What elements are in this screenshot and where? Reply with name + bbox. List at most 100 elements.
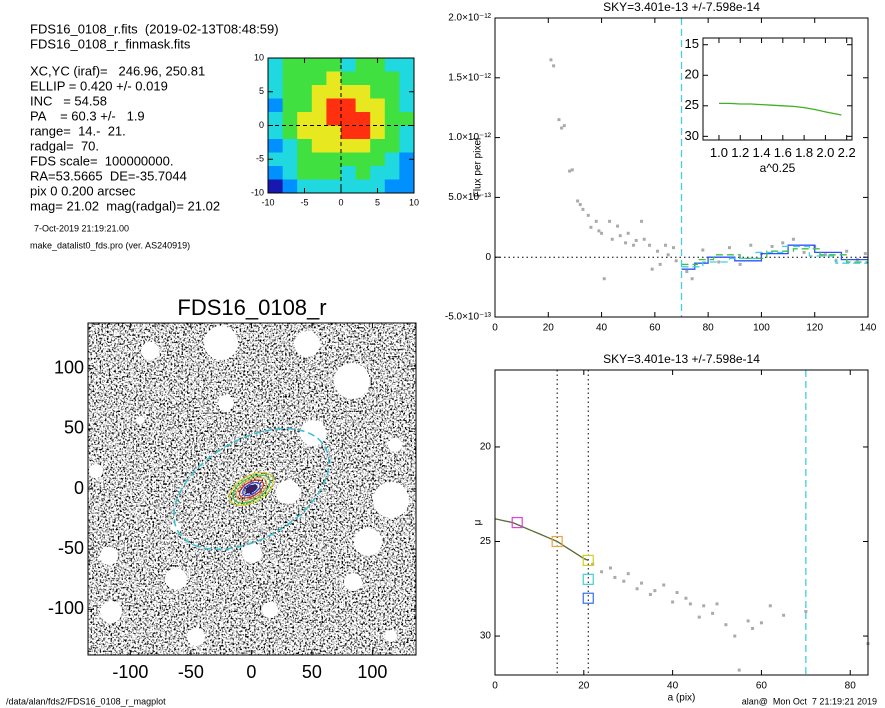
data-point	[684, 596, 688, 600]
data-point	[650, 267, 654, 271]
data-point	[768, 604, 772, 608]
panel: 0 20 40 60 80 20 25 30 SKY=3.401e-13 +/-7.598e-1…	[473, 352, 870, 704]
data-point	[737, 668, 741, 672]
heat-cell	[341, 112, 357, 126]
heat-cell	[311, 98, 327, 113]
heat-cell	[326, 139, 342, 153]
heat-cell	[282, 58, 298, 72]
x-tick-label: 1.6	[774, 145, 792, 160]
data-point	[658, 262, 662, 266]
heat-cell	[326, 71, 342, 86]
data-point	[648, 592, 652, 596]
header-line: PA = 60.3 +/- 1.9	[30, 108, 145, 123]
data-point	[733, 634, 737, 638]
axes-frame	[702, 37, 853, 141]
data-point	[738, 262, 742, 266]
heat-cell	[282, 179, 298, 194]
heat-cell	[268, 179, 284, 194]
heat-cell	[268, 71, 284, 86]
panel: 0 20 40 60 80 100 120 140-5.0×10⁻¹³05.0×10⁻¹³1.…	[445, 0, 877, 333]
data-point	[589, 225, 593, 229]
x-tick-label: 1.8	[795, 145, 813, 160]
data-point	[562, 124, 566, 128]
data-point	[600, 231, 604, 235]
heat-cell	[399, 139, 415, 153]
heat-cell	[355, 71, 371, 86]
data-point	[626, 572, 630, 576]
heat-cell	[341, 125, 357, 140]
heat-cell	[370, 58, 386, 72]
heat-cell	[326, 98, 342, 113]
header-line: ELLIP = 0.420 +/- 0.019	[30, 78, 168, 93]
data-point	[782, 613, 786, 617]
data-point	[642, 237, 646, 241]
heat-cell	[399, 152, 415, 167]
heat-cell	[268, 85, 284, 99]
data-point	[597, 229, 601, 233]
data-line	[681, 248, 868, 266]
data-point	[600, 570, 604, 574]
x-tick-label: 140	[860, 323, 877, 334]
y-tick-label: 0	[485, 252, 491, 263]
heat-cell	[355, 112, 371, 126]
header-line: INC = 54.58	[30, 93, 107, 108]
data-point	[610, 237, 614, 241]
heat-cell	[370, 125, 386, 140]
data-point	[781, 241, 785, 245]
data-point	[640, 581, 644, 585]
data-point	[552, 64, 556, 68]
y-tick-label: -5	[256, 154, 264, 164]
heat-cell	[384, 125, 400, 140]
x-tick-label: 5	[375, 197, 380, 207]
heat-cell	[355, 139, 371, 153]
header-line: radgal= 70.	[30, 138, 99, 153]
data-point	[624, 241, 628, 245]
y-tick-label: 5.0×10⁻¹³	[448, 192, 491, 203]
heat-cell	[311, 85, 327, 99]
x-tick-label: 40	[667, 681, 679, 692]
x-tick-label: 40	[596, 323, 608, 334]
data-point	[618, 234, 622, 238]
x-tick-label: 1.4	[752, 145, 770, 160]
heat-cell	[311, 152, 327, 167]
heat-cell	[384, 85, 400, 99]
x-tick-label: 1.0	[710, 145, 728, 160]
isophote	[229, 471, 274, 507]
header-line: FDS16_0108_r.fits (2019-02-13T08:48:59)	[30, 21, 279, 36]
footer-left: /data/alan/fds2/FDS16_0108_r_magplot	[6, 696, 166, 706]
x-axis-label: a^0.25	[760, 161, 796, 175]
axes-frame	[494, 17, 869, 318]
y-tick-label: -50	[58, 538, 84, 558]
heat-cell	[282, 125, 298, 140]
x-tick-label: 2.2	[838, 145, 856, 160]
isophote	[245, 484, 258, 494]
heat-cell	[399, 112, 415, 126]
data-point	[640, 219, 644, 223]
x-tick-label: 0	[246, 662, 256, 682]
heat-cell	[370, 112, 386, 126]
heat-cell	[370, 98, 386, 113]
heat-cell	[297, 179, 313, 194]
heat-cell	[268, 152, 284, 167]
heat-cell	[268, 166, 284, 180]
data-point	[549, 58, 553, 62]
x-tick-label: 1.2	[731, 145, 749, 160]
heat-cell	[282, 112, 298, 126]
footer-right: alan@ Mon Oct 7 21:19:21 2019	[742, 696, 877, 706]
y-tick-label: 5	[259, 86, 264, 96]
x-tick-label: 50	[302, 662, 322, 682]
y-tick-label: 0	[259, 120, 264, 130]
data-point	[802, 250, 806, 254]
heat-cell	[341, 85, 357, 99]
heat-cell	[384, 179, 400, 194]
data-point	[581, 207, 585, 211]
heat-cell	[384, 166, 400, 180]
heat-cell	[268, 125, 284, 140]
data-point	[662, 583, 666, 587]
x-tick-label: -5	[300, 197, 308, 207]
data-point	[672, 246, 676, 250]
heat-cell	[311, 179, 327, 194]
heat-cell	[326, 112, 342, 126]
